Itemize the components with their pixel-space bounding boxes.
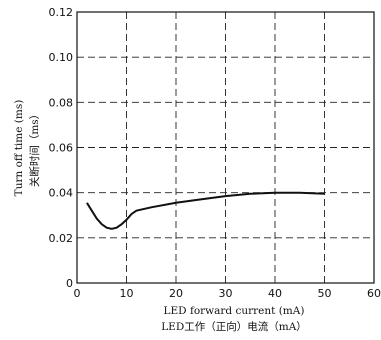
x-tick-label: 20	[169, 287, 183, 300]
x-tick-label: 60	[367, 287, 381, 300]
grid	[77, 12, 374, 283]
y-axis-label-zh: 关断时间（ms）	[28, 109, 41, 187]
y-ticks: 0 0.02 0.04 0.06 0.08 0.10 0.12	[49, 6, 74, 290]
x-tick-label: 0	[74, 287, 81, 300]
x-tick-label: 10	[120, 287, 134, 300]
x-ticks: 0 10 20 30 40 50 60	[74, 287, 381, 300]
x-axis-label-en: LED forward current (mA)	[164, 305, 305, 317]
x-tick-label: 30	[219, 287, 233, 300]
y-tick-label: 0.02	[49, 232, 74, 245]
y-tick-label: 0.06	[49, 142, 74, 155]
series	[86, 191, 325, 230]
y-tick-label: 0.08	[49, 96, 74, 109]
y-tick-label: 0.12	[49, 6, 74, 19]
y-tick-label: 0	[66, 277, 73, 290]
series-line	[86, 191, 325, 230]
x-axis-label-zh: LED工作（正向）电流（mA）	[161, 320, 307, 333]
y-tick-label: 0.10	[49, 51, 74, 64]
x-tick-label: 50	[318, 287, 332, 300]
y-axis-label-en: Turn off time (ms)	[13, 100, 25, 197]
y-tick-label: 0.04	[49, 187, 74, 200]
plot-frame	[76, 11, 375, 284]
x-tick-label: 40	[268, 287, 282, 300]
